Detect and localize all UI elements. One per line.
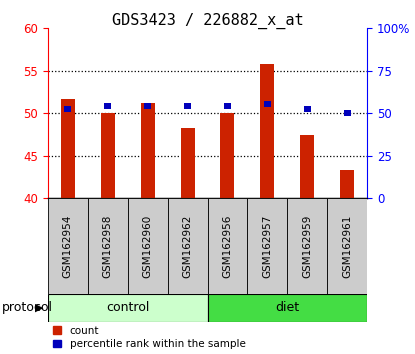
Text: GSM162960: GSM162960 (143, 215, 153, 278)
Bar (48, 198, 88, 294)
Bar (88, 198, 128, 294)
Bar (344, 110, 351, 116)
Bar (144, 103, 151, 109)
Bar (168, 198, 208, 294)
Bar (181, 128, 195, 198)
Legend: count, percentile rank within the sample: count, percentile rank within the sample (53, 326, 246, 349)
Bar (261, 64, 274, 198)
Text: GSM162958: GSM162958 (103, 214, 112, 278)
Text: GSM162959: GSM162959 (303, 214, 312, 278)
Bar (340, 170, 354, 198)
Text: protocol: protocol (2, 302, 53, 314)
Bar (220, 113, 234, 198)
Bar (287, 198, 327, 294)
Bar (104, 103, 111, 109)
Text: GDS3423 / 226882_x_at: GDS3423 / 226882_x_at (112, 12, 303, 29)
Text: GSM162956: GSM162956 (222, 214, 232, 278)
Bar (61, 99, 75, 198)
Bar (141, 103, 154, 198)
Bar (48, 294, 208, 322)
Bar (208, 198, 247, 294)
Bar (304, 107, 311, 113)
Text: control: control (106, 302, 149, 314)
Bar (64, 107, 71, 113)
Text: ▶: ▶ (35, 303, 44, 313)
Bar (264, 101, 271, 107)
Text: GSM162962: GSM162962 (183, 214, 193, 278)
Text: GSM162957: GSM162957 (262, 214, 272, 278)
Text: GSM162954: GSM162954 (63, 214, 73, 278)
Bar (184, 103, 191, 109)
Bar (224, 103, 231, 109)
Bar (300, 135, 314, 198)
Text: GSM162961: GSM162961 (342, 214, 352, 278)
Text: diet: diet (275, 302, 300, 314)
Bar (208, 294, 367, 322)
Bar (247, 198, 287, 294)
Bar (327, 198, 367, 294)
Bar (101, 113, 115, 198)
Bar (128, 198, 168, 294)
